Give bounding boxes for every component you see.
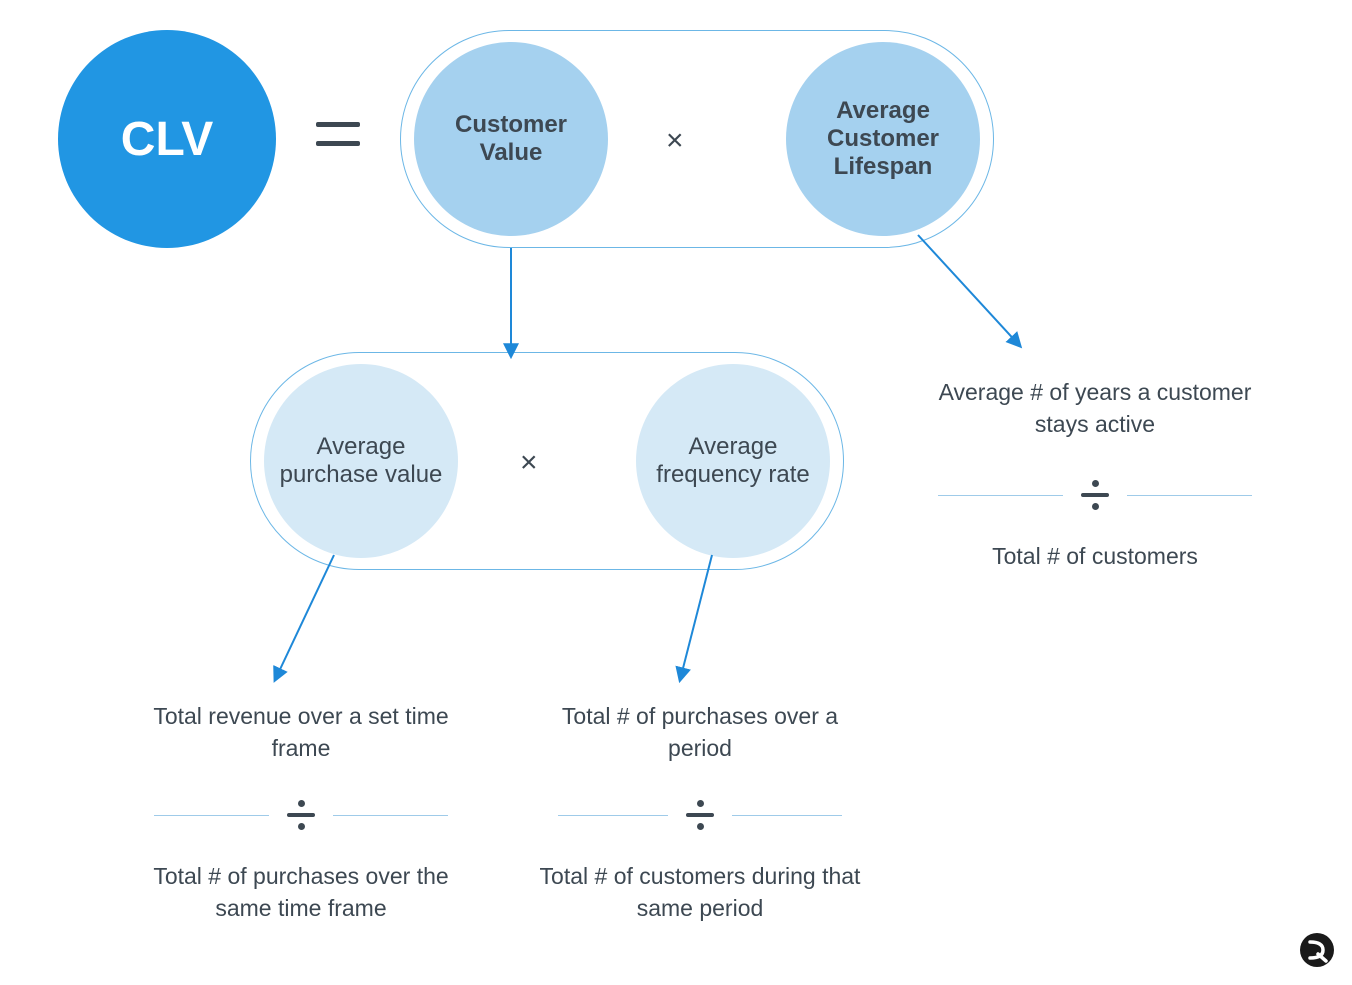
customer-value-node: Customer Value	[414, 42, 608, 236]
acl-definition-bottom: Total # of customers	[930, 540, 1260, 572]
acl-definition-top: Average # of years a customer stays acti…	[930, 376, 1260, 440]
afr-definition-bottom: Total # of customers during that same pe…	[520, 860, 880, 924]
clv-node: CLV	[58, 30, 276, 248]
avg-purchase-value-node: Average purchase value	[264, 364, 458, 558]
afr-definition-top: Total # of purchases over a period	[550, 700, 850, 764]
clv-label: CLV	[121, 112, 213, 167]
apv-definition-top: Total revenue over a set time frame	[146, 700, 456, 764]
customer-value-label: Customer Value	[428, 111, 594, 167]
avg-customer-lifespan-node: Average Customer Lifespan	[786, 42, 980, 236]
apv-definition-bottom: Total # of purchases over the same time …	[146, 860, 456, 924]
avg-purchase-value-label: Average purchase value	[278, 433, 444, 489]
avg-frequency-rate-node: Average frequency rate	[636, 364, 830, 558]
avg-frequency-rate-label: Average frequency rate	[650, 433, 816, 489]
avg-customer-lifespan-label: Average Customer Lifespan	[800, 97, 966, 181]
divide-symbol-2	[550, 800, 850, 830]
brand-logo-icon	[1300, 933, 1334, 967]
multiply-symbol-1: ×	[666, 124, 684, 158]
multiply-symbol-2: ×	[520, 446, 538, 480]
equals-symbol	[316, 122, 360, 146]
divide-symbol-1	[146, 800, 456, 830]
divide-symbol-3	[930, 480, 1260, 510]
